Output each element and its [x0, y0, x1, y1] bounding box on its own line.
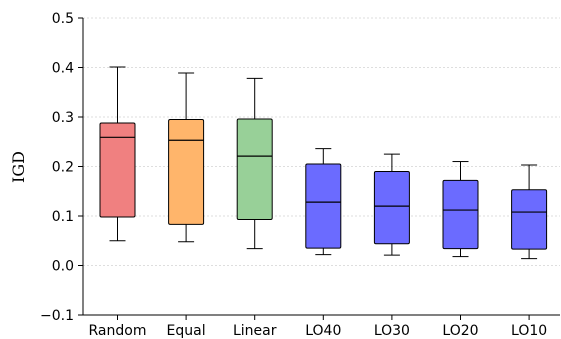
- iqr-box: [511, 189, 548, 250]
- box-series: [99, 66, 548, 260]
- iqr-box: [168, 118, 205, 225]
- x-tick-label: LO40: [305, 323, 341, 339]
- box-lo40: [305, 148, 342, 256]
- x-tick-label: LO10: [511, 323, 547, 339]
- y-tick-label: 0.3: [52, 110, 74, 126]
- box-lo30: [373, 153, 410, 256]
- grid-lines: [83, 17, 560, 266]
- x-tick-label: LO20: [442, 323, 478, 339]
- x-tick-label: Linear: [233, 323, 277, 339]
- x-tick-label: Equal: [167, 323, 206, 339]
- y-axis-title: IGD: [9, 151, 28, 183]
- y-tick-label: 0.0: [52, 259, 74, 275]
- x-tick-label: LO30: [374, 323, 410, 339]
- iqr-box: [373, 170, 410, 245]
- x-tick-label: Random: [89, 323, 147, 339]
- y-tick-label: −0.1: [40, 308, 74, 324]
- box-lo20: [442, 161, 479, 258]
- iqr-box: [442, 179, 479, 250]
- iqr-box: [99, 122, 136, 218]
- x-ticks: Random Equal Linear LO40 LO30 LO20 LO10: [89, 315, 547, 339]
- y-tick-label: 0.1: [52, 209, 74, 225]
- iqr-box: [236, 118, 273, 220]
- iqr-box: [305, 163, 342, 249]
- y-tick-label: 0.4: [52, 61, 74, 77]
- box-random: [99, 66, 136, 242]
- y-tick-label: 0.2: [52, 160, 74, 176]
- y-ticks: −0.1 0.0 0.1 0.2 0.3 0.4 0.5: [40, 11, 83, 324]
- box-linear: [236, 77, 273, 250]
- box-equal: [168, 72, 205, 243]
- box-lo10: [511, 164, 548, 260]
- y-tick-label: 0.5: [52, 11, 74, 27]
